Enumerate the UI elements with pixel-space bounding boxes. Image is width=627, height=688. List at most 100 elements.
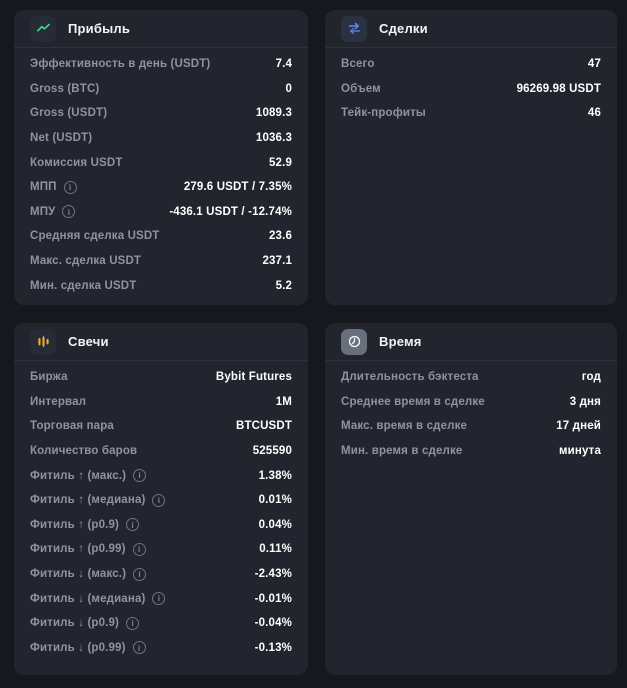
stat-row: Фитиль ↓ (p0.99) i -0.13% [30,636,292,661]
stat-value: -2.43% [254,568,292,581]
trades-card: Сделки Всего 47 Объем 96269.98 USDT Тейк-про… [325,10,617,305]
stat-label: Интервал [30,395,87,408]
stat-row: Фитиль ↓ (медиана) i -0.01% [30,586,292,611]
stat-label: Фитиль ↑ (p0.99) [30,543,126,556]
stat-value: 1M [275,395,292,408]
stat-label: Фитиль ↓ (медиана) [30,592,146,605]
info-icon[interactable]: i [132,641,146,655]
card-title: Время [379,334,422,349]
stat-row: Макс. время в сделке 17 дней [341,414,601,439]
card-title: Сделки [379,21,428,36]
stat-label: Тейк-профиты [341,107,426,120]
stat-label: МПП [30,181,57,194]
stat-label: Среднее время в сделке [341,395,485,408]
stat-label: Gross (USDT) [30,107,108,120]
card-title: Прибыль [68,21,131,36]
info-icon[interactable]: i [133,469,147,483]
stat-row: Длительность бэктеста год [341,365,601,390]
stat-value: 0.04% [258,518,292,531]
stat-value: минута [559,445,601,458]
info-icon[interactable]: i [152,493,166,507]
stat-value: -0.04% [254,617,292,630]
candlestick-icon [30,328,56,355]
stat-value: 1089.3 [255,107,292,120]
stat-row: Комиссия USDT 52.9 [30,150,292,175]
stat-row: Фитиль ↓ (p0.9) i -0.04% [30,611,292,636]
stat-value: 17 дней [556,420,601,433]
stat-label: МПУ [30,205,56,218]
stat-row: Всего 47 [341,52,601,77]
stat-label: Фитиль ↓ (макс.) [30,568,127,581]
stat-rows: Биржа Bybit Futures Интервал 1M Торговая пар… [14,361,308,660]
stat-row: Торговая пара BTCUSDT [30,414,292,439]
stat-row: Мин. сделка USDT 5.2 [30,273,292,298]
stat-label: Фитиль ↓ (p0.99) [30,641,126,654]
stat-label: Макс. время в сделке [341,420,468,433]
stat-label: Gross (BTC) [30,82,100,95]
trades-card-header: Сделки [325,10,617,48]
profit-card-header: Прибыль [14,10,308,48]
stat-row: Объем 96269.98 USDT [341,77,601,102]
stat-value: 0.01% [258,494,292,507]
stat-label: Фитиль ↑ (макс.) [30,469,127,482]
stat-value: -436.1 USDT / -12.74% [169,205,292,218]
stat-value: 0.11% [259,543,292,556]
stat-value: 279.6 USDT / 7.35% [183,181,292,194]
stat-label: Объем [341,82,381,95]
stat-label: Всего [341,58,375,71]
swap-arrows-icon [341,15,367,42]
stat-row: Средняя сделка USDT 23.6 [30,224,292,249]
stat-label: Фитиль ↑ (медиана) [30,494,146,507]
stat-label: Макс. сделка USDT [30,255,142,268]
clock-icon [341,328,367,355]
stat-value: -0.01% [254,592,292,605]
stat-row: Биржа Bybit Futures [30,365,292,390]
stat-label: Net (USDT) [30,132,93,145]
info-icon[interactable]: i [126,518,140,532]
stat-label: Эффективность в день (USDT) [30,58,211,71]
stat-row: Интервал 1M [30,390,292,415]
stat-value: BTCUSDT [236,420,292,433]
info-icon[interactable]: i [62,205,76,219]
stat-label: Биржа [30,371,68,384]
stat-value: 5.2 [275,279,292,292]
stat-row: Фитиль ↑ (p0.99) i 0.11% [30,537,292,562]
info-icon[interactable]: i [63,180,77,194]
stat-value: 525590 [252,445,292,458]
stat-row: Gross (BTC) 0 [30,77,292,102]
stat-label: Мин. время в сделке [341,445,463,458]
candles-card-header: Свечи [14,323,308,361]
stat-rows: Длительность бэктеста год Среднее время в … [325,361,617,463]
info-icon[interactable]: i [132,542,146,556]
stat-row: Gross (USDT) 1089.3 [30,101,292,126]
info-icon[interactable]: i [126,616,140,630]
stat-row: Эффективность в день (USDT) 7.4 [30,52,292,77]
info-icon[interactable]: i [133,567,147,581]
card-title: Свечи [68,334,109,349]
stat-label: Фитиль ↑ (p0.9) [30,518,120,531]
stat-value: 46 [587,107,601,120]
time-card-header: Время [325,323,617,361]
stat-value: 1.38% [258,469,292,482]
stat-row: Тейк-профиты 46 [341,101,601,126]
chart-line-icon [30,15,56,42]
stat-label: Мин. сделка USDT [30,279,137,292]
stat-value: 96269.98 USDT [516,82,601,95]
stat-row: Макс. сделка USDT 237.1 [30,249,292,274]
info-icon[interactable]: i [152,592,166,606]
stat-label: Фитиль ↓ (p0.9) [30,617,120,630]
stat-rows: Эффективность в день (USDT) 7.4 Gross (BTC… [14,48,308,298]
stat-rows: Всего 47 Объем 96269.98 USDT Тейк-профиты 46 [325,48,617,126]
stat-value: 237.1 [262,255,292,268]
stat-label: Длительность бэктеста [341,371,479,384]
stat-row: МПУ i -436.1 USDT / -12.74% [30,200,292,225]
stat-row: Среднее время в сделке 3 дня [341,390,601,415]
stat-label: Торговая пара [30,420,114,433]
stat-value: 47 [587,58,601,71]
stat-label: Количество баров [30,445,138,458]
stat-value: 3 дня [569,395,601,408]
stat-row: Фитиль ↓ (макс.) i -2.43% [30,562,292,587]
stat-value: 23.6 [269,230,292,243]
stat-value: 1036.3 [255,132,292,145]
